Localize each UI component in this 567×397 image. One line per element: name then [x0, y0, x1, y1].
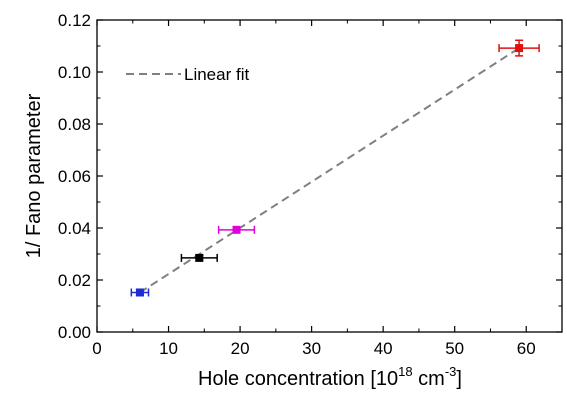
x-tick-label: 20 — [231, 339, 250, 358]
y-tick-label: 0.06 — [58, 167, 91, 186]
x-axis-title-exp2: -3 — [445, 364, 457, 379]
data-point — [498, 39, 540, 57]
x-axis-title-unit: cm — [413, 368, 445, 390]
y-tick-label: 0.04 — [58, 219, 91, 238]
square-marker — [135, 288, 144, 297]
x-tick-label: 0 — [92, 339, 101, 358]
x-axis-title: Hole concentration [1018 cm-3] — [198, 364, 462, 390]
y-tick-label: 0.00 — [58, 323, 91, 342]
x-tick-label: 10 — [159, 339, 178, 358]
axis-ticks: 0 10 20 30 40 50 60 0.00 0.02 0.04 0.06 0.08 0.10 0.1… — [58, 11, 562, 358]
y-tick-label: 0.12 — [58, 11, 91, 30]
data-point — [217, 225, 256, 234]
linear-fit-line — [139, 47, 520, 294]
square-marker — [515, 44, 524, 53]
x-tick-label: 60 — [517, 339, 536, 358]
x-tick-label: 30 — [302, 339, 321, 358]
y-axis-title: 1/ Fano parameter — [23, 93, 45, 258]
square-marker — [232, 225, 241, 234]
legend: Linear fit — [126, 65, 249, 84]
x-axis-title-main: Hole concentration [10 — [198, 368, 398, 390]
plot-frame — [96, 19, 563, 333]
x-tick-label: 50 — [445, 339, 464, 358]
data-points — [130, 39, 540, 297]
legend-label-linear-fit: Linear fit — [184, 65, 249, 84]
x-axis-title-close: ] — [456, 368, 462, 390]
y-tick-label: 0.02 — [58, 271, 91, 290]
y-tick-label: 0.08 — [58, 115, 91, 134]
square-marker — [195, 253, 204, 262]
fit-layer — [139, 47, 520, 294]
x-tick-label: 40 — [374, 339, 393, 358]
data-point — [180, 253, 218, 262]
data-point — [130, 288, 150, 297]
x-axis-title-exp1: 18 — [398, 364, 412, 379]
y-tick-label: 0.10 — [58, 63, 91, 82]
